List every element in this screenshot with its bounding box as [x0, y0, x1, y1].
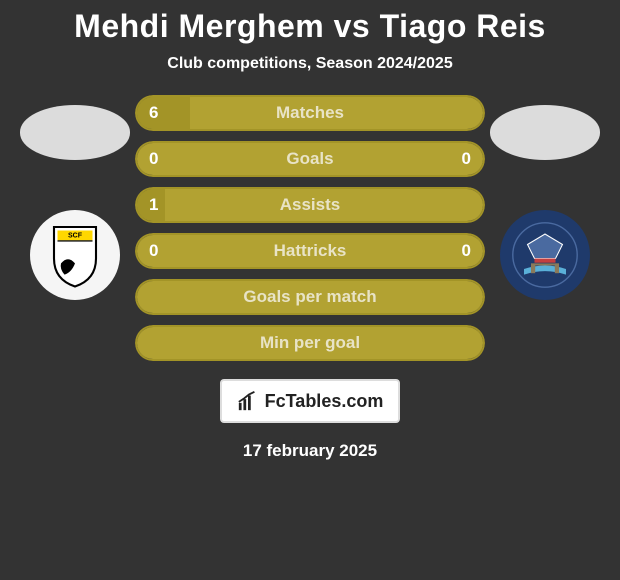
player-right-avatar — [490, 105, 600, 160]
club-crest-left-icon: SCF — [40, 220, 110, 290]
stat-row: 0 0 Goals — [135, 141, 485, 177]
club-badge-right — [500, 210, 590, 300]
club-crest-right-icon — [510, 220, 580, 290]
player-left-column: SCF — [15, 95, 135, 300]
player-right-column — [485, 95, 605, 300]
stat-row: 6 Matches — [135, 95, 485, 131]
club-badge-left: SCF — [30, 210, 120, 300]
stat-value-left: 1 — [149, 195, 158, 215]
stat-label: Min per goal — [260, 333, 360, 353]
stat-label: Assists — [280, 195, 340, 215]
date-text: 17 february 2025 — [243, 441, 377, 461]
player-left-avatar — [20, 105, 130, 160]
stat-label: Hattricks — [274, 241, 347, 261]
svg-text:SCF: SCF — [68, 233, 83, 240]
stat-row: Goals per match — [135, 279, 485, 315]
chart-icon — [237, 390, 259, 412]
brand-text: FcTables.com — [265, 391, 384, 412]
stat-value-right: 0 — [462, 241, 471, 261]
stat-value-left: 6 — [149, 103, 158, 123]
stat-value-right: 0 — [462, 149, 471, 169]
stat-row: 0 0 Hattricks — [135, 233, 485, 269]
page-title: Mehdi Merghem vs Tiago Reis — [74, 8, 546, 45]
stat-value-left: 0 — [149, 149, 158, 169]
stat-label: Goals — [286, 149, 333, 169]
stat-fill-left — [137, 97, 190, 129]
stat-row: Min per goal — [135, 325, 485, 361]
stats-list: 6 Matches 0 0 Goals 1 Assists 0 0 Hattricks Goals … — [135, 95, 485, 361]
stat-row: 1 Assists — [135, 187, 485, 223]
brand-badge: FcTables.com — [220, 379, 400, 423]
stat-value-left: 0 — [149, 241, 158, 261]
stat-label: Matches — [276, 103, 344, 123]
stat-label: Goals per match — [243, 287, 376, 307]
page-subtitle: Club competitions, Season 2024/2025 — [167, 55, 452, 73]
main-content: SCF 6 Matches 0 0 Goals 1 Assists 0 0 Hattricks Go… — [0, 95, 620, 361]
